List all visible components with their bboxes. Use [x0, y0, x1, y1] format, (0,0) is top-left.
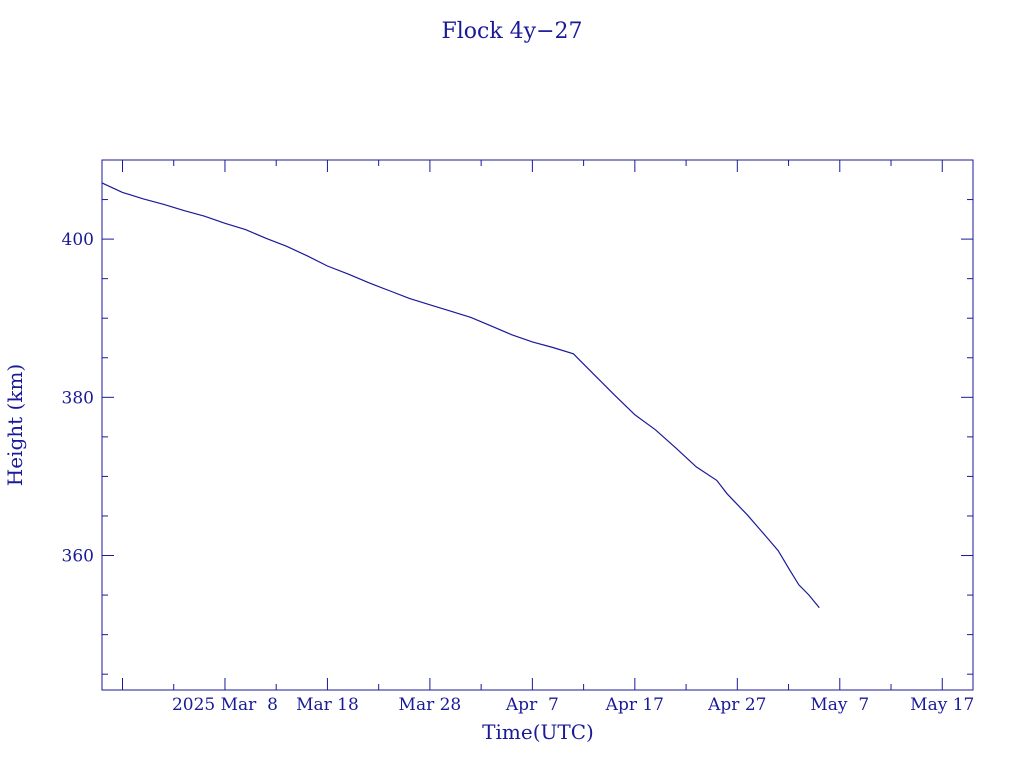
- y-tick-label: 400: [62, 230, 94, 250]
- x-tick-label: May 17: [910, 695, 974, 715]
- y-tick-label: 360: [62, 547, 94, 567]
- x-tick-label: Mar 28: [399, 695, 462, 715]
- x-tick-label: Apr 7: [505, 695, 559, 715]
- plot-frame: [101, 159, 974, 691]
- x-tick-label: 2025 Mar 8: [172, 695, 278, 715]
- y-axis-label: Height (km): [3, 364, 27, 486]
- x-axis-label: Time(UTC): [482, 720, 594, 744]
- x-tick-labels: 2025 Mar 8 Mar 18 Mar 28 Apr 7 Apr 17 Apr 27 M…: [172, 695, 974, 715]
- chart-title: Flock 4y−27: [441, 19, 582, 44]
- tick-marks: [102, 159, 973, 690]
- series-line: [101, 182, 820, 609]
- x-tick-label: May 7: [810, 695, 869, 715]
- y-tick-label: 380: [62, 388, 94, 408]
- x-tick-label: Apr 17: [605, 695, 664, 715]
- y-tick-labels: 360 380 400: [62, 230, 94, 566]
- x-tick-label: Apr 27: [707, 695, 766, 715]
- x-tick-label: Mar 18: [296, 695, 359, 715]
